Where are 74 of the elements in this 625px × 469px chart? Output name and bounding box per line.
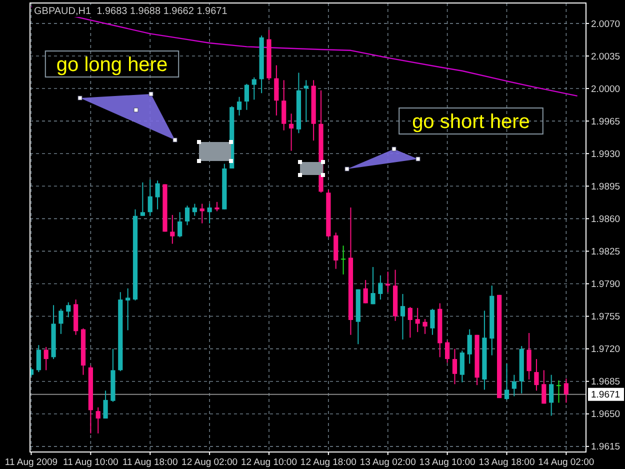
candlestick xyxy=(556,380,562,404)
candlestick xyxy=(140,182,145,216)
y-tick-label: 1.9755 xyxy=(591,312,620,323)
candlestick xyxy=(103,390,108,420)
candlestick xyxy=(430,308,435,336)
x-tick-label: 11 Aug 2009 xyxy=(4,457,58,468)
candlestick xyxy=(408,306,412,338)
candlestick xyxy=(386,271,390,293)
candlestick xyxy=(214,201,220,212)
x-tick-label: 11 Aug 18:00 xyxy=(122,457,178,468)
y-tick-label: 1.9650 xyxy=(591,409,620,420)
candlestick xyxy=(363,280,368,304)
candlestick xyxy=(288,113,294,152)
y-tick-label: 1.9825 xyxy=(591,246,620,258)
x-tick-label: 13 Aug 10:00 xyxy=(419,457,476,468)
candlestick xyxy=(192,203,197,216)
candlestick xyxy=(207,203,212,224)
candlestick xyxy=(36,344,41,373)
x-tick-label: 11 Aug 10:00 xyxy=(63,457,118,468)
candlestick xyxy=(460,350,464,383)
candlestick xyxy=(378,274,383,300)
x-tick-label: 12 Aug 10:00 xyxy=(240,457,297,468)
candlestick xyxy=(549,374,554,416)
x-tick-label: 12 Aug 18:00 xyxy=(300,457,356,468)
candlestick xyxy=(400,293,406,340)
candlestick xyxy=(148,179,152,216)
y-tick-label: 1.9685 xyxy=(591,376,620,388)
y-tick-label: 2.0070 xyxy=(591,18,620,30)
candlestick xyxy=(415,307,420,333)
candlestick xyxy=(370,266,376,305)
candlestick xyxy=(252,76,256,100)
candlestick xyxy=(564,378,568,404)
candlestick xyxy=(542,370,546,404)
y-tick-label: 2.0035 xyxy=(591,51,620,62)
candlestick xyxy=(184,205,190,226)
candlestick xyxy=(274,64,279,116)
candlestick xyxy=(467,328,472,364)
candlestick xyxy=(504,363,510,400)
y-tick-label: 1.9895 xyxy=(591,181,620,192)
candlestick xyxy=(340,245,346,275)
candlestick xyxy=(155,180,160,210)
chart-title: GBPAUD,H1 1.9683 1.9688 1.9662 1.9671 xyxy=(34,6,228,17)
candlestick xyxy=(244,83,250,110)
y-tick-label: 2.0000 xyxy=(591,84,620,95)
candlestick xyxy=(304,80,308,122)
candlestick xyxy=(170,214,175,244)
candlestick xyxy=(66,302,71,318)
candlestick xyxy=(452,348,458,385)
y-tick-label: 1.9615 xyxy=(591,442,620,453)
y-tick-label: 1.9930 xyxy=(591,148,620,160)
ref-line-label: 1.9671 xyxy=(591,390,620,401)
y-tick-label: 1.9965 xyxy=(591,116,620,128)
x-tick-label: 13 Aug 02:00 xyxy=(360,457,416,468)
x-tick-label: 14 Aug 02:00 xyxy=(538,457,594,468)
y-tick-label: 1.9790 xyxy=(591,279,620,290)
candlestick xyxy=(58,308,64,334)
annotation: go long here xyxy=(56,54,168,76)
candlestick xyxy=(96,406,100,434)
candlestick xyxy=(236,96,242,116)
annotation: go short here xyxy=(412,111,530,133)
candlestick xyxy=(445,340,450,364)
x-tick-label: 12 Aug 02:00 xyxy=(182,457,238,468)
candlestick xyxy=(178,212,182,238)
candlestick xyxy=(44,346,48,371)
x-tick-label: 13 Aug 18:00 xyxy=(478,457,535,468)
y-tick-label: 1.9860 xyxy=(591,214,620,225)
y-tick-label: 1.9720 xyxy=(591,344,620,356)
candlestick xyxy=(534,358,539,392)
candlestick xyxy=(282,80,286,131)
candlestick xyxy=(126,288,130,331)
line-series xyxy=(30,6,578,97)
candlestick xyxy=(422,318,428,334)
candlestick xyxy=(512,374,516,397)
candlestick xyxy=(526,332,532,380)
